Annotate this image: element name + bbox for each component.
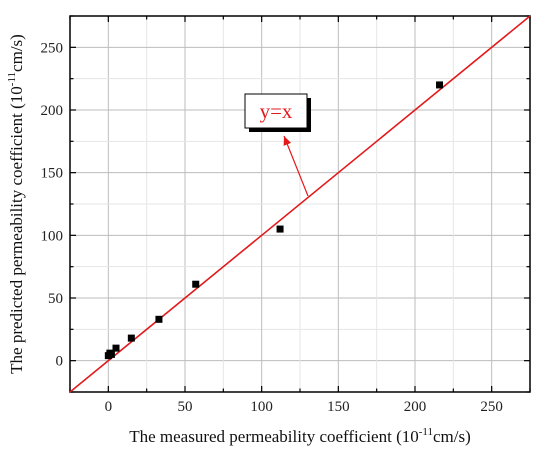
y-axis-title-sup: -11: [6, 72, 18, 86]
y-axis-title-main: The predicted permeability coefficient (…: [7, 86, 26, 374]
x-tick-label: 0: [105, 399, 113, 415]
y-tick-label: 150: [41, 166, 64, 182]
data-point: [276, 225, 284, 233]
axis-ticks: 0 50 100 150 200 250 0 50 100 150 200 250: [41, 15, 531, 415]
data-point: [436, 81, 444, 89]
annotation: y=x: [244, 93, 311, 197]
x-axis-title-unit: cm/s): [433, 427, 471, 446]
annotation-arrow: [283, 135, 309, 197]
x-tick-label: 50: [178, 399, 193, 415]
reference-line: [69, 15, 531, 393]
x-tick-label: 150: [327, 399, 350, 415]
data-point: [107, 350, 115, 358]
y-tick-label: 50: [48, 291, 63, 307]
x-axis-title-sup: -11: [419, 426, 433, 438]
annotation-arrowhead: [283, 136, 292, 146]
data-points: [104, 81, 444, 360]
y-tick-label: 250: [41, 40, 64, 56]
annotation-box: [244, 93, 308, 129]
x-tick-label: 200: [404, 399, 427, 415]
data-point: [192, 280, 200, 288]
x-axis-title: The measured permeability coefficient (1…: [129, 426, 471, 446]
data-point: [155, 315, 163, 323]
y-tick-label: 0: [56, 354, 64, 370]
y-tick-label: 100: [41, 228, 64, 244]
x-tick-label: 100: [250, 399, 273, 415]
x-tick-label: 250: [480, 399, 503, 415]
reference-line-group: [69, 15, 531, 393]
y-axis-title: The predicted permeability coefficient (…: [6, 34, 26, 374]
y-tick-label: 200: [41, 103, 64, 119]
x-axis-title-main: The measured permeability coefficient (1…: [129, 427, 419, 446]
data-point: [112, 344, 120, 352]
data-point: [127, 334, 135, 342]
annotation-label: y=x: [260, 99, 293, 123]
y-axis-title-unit: cm/s): [7, 34, 26, 72]
